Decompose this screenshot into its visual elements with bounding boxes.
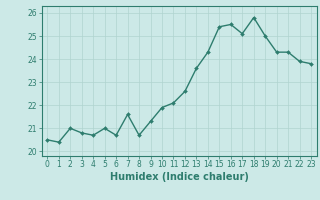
X-axis label: Humidex (Indice chaleur): Humidex (Indice chaleur) bbox=[110, 172, 249, 182]
